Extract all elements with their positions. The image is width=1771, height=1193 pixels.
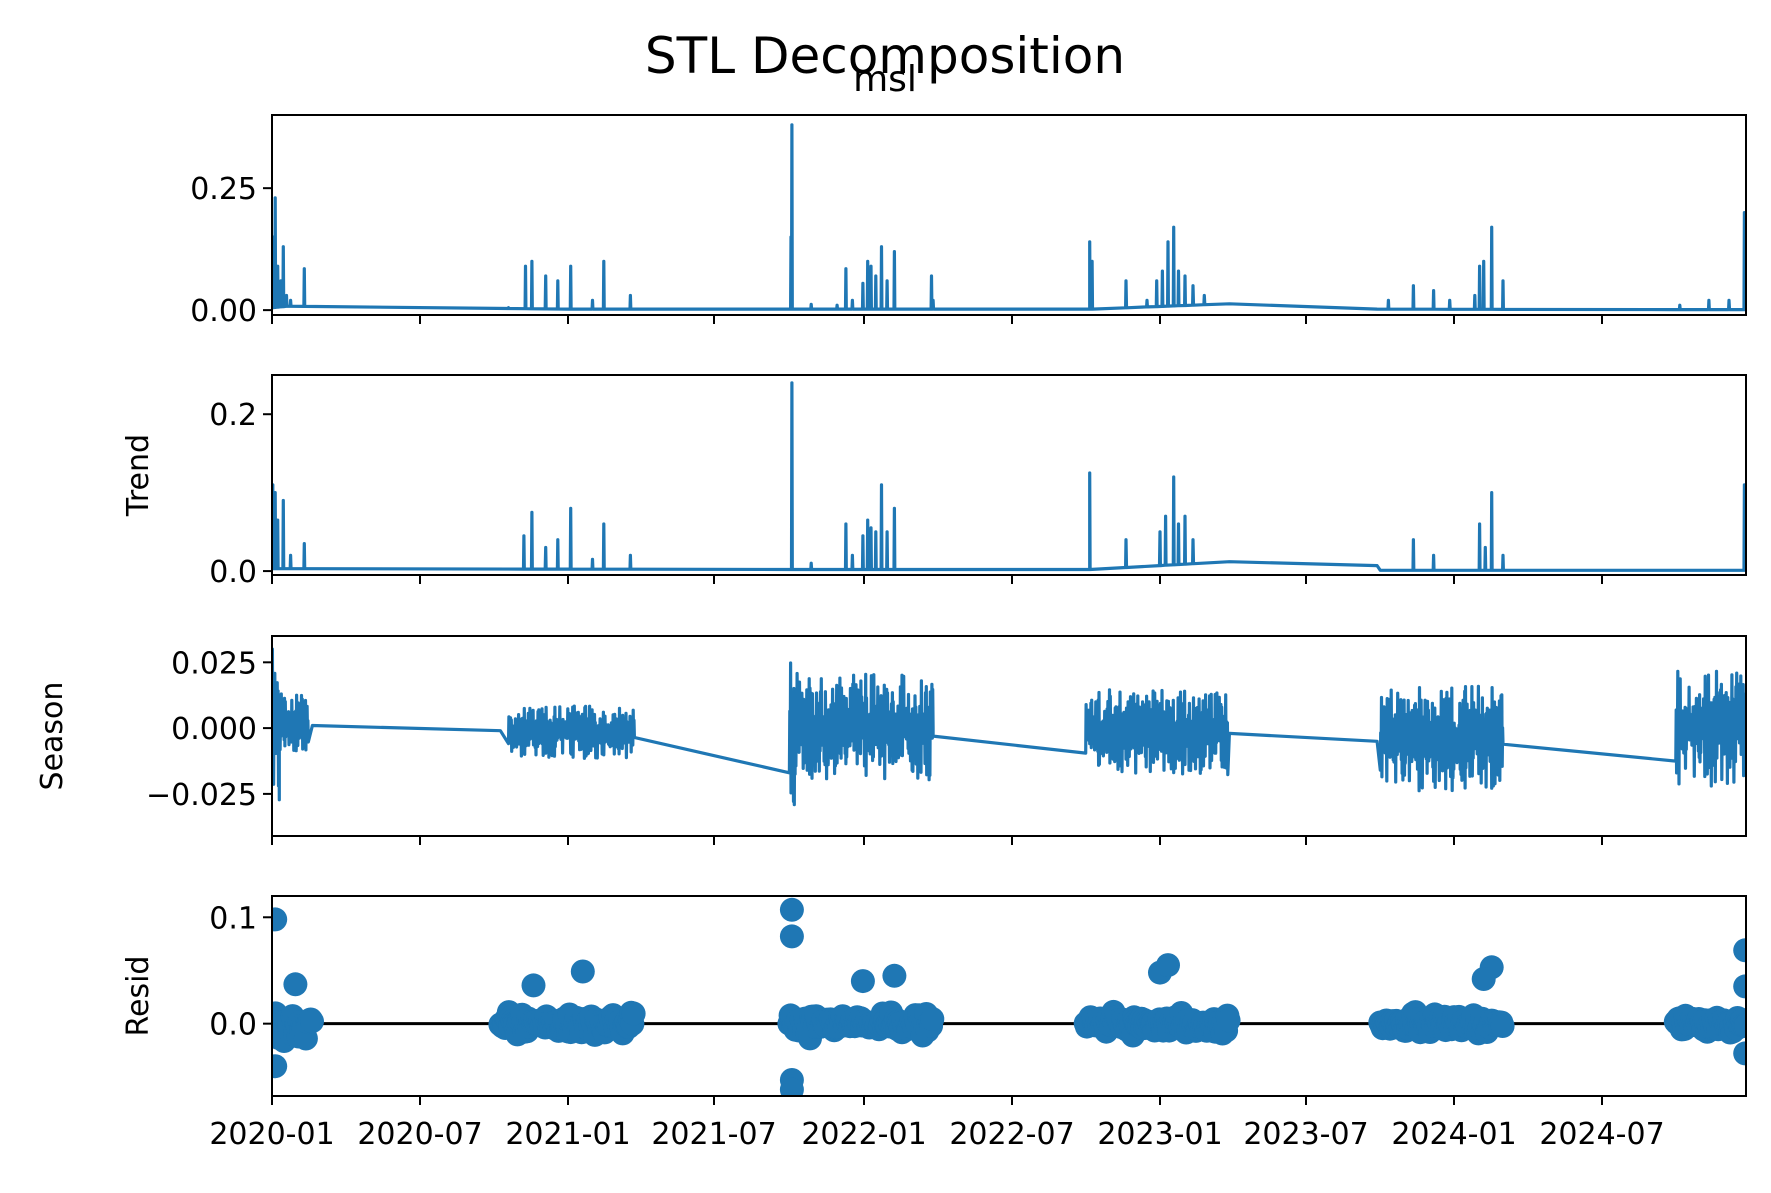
ytick-label: 0.25 — [190, 172, 257, 207]
xtick-label: 2023-07 — [1243, 1117, 1368, 1152]
panel-seasonal: −0.025 0.000 0.025 Season — [35, 635, 1747, 845]
panel-observed: 0.00 0.25 — [190, 114, 1747, 329]
ytick-label: 0.00 — [190, 294, 257, 329]
ylabel-trend: Trend — [121, 434, 156, 517]
series-line-observed — [272, 123, 1746, 312]
resid-point — [283, 972, 308, 997]
axes-frame-observed — [271, 114, 1747, 316]
figure-title: STL Decomposition — [645, 27, 1125, 85]
xtick-label: 2021-01 — [505, 1117, 630, 1152]
panels: 0.00 0.25 0.0 0.2 Trend −0.025 0.000 0.025 Seaso… — [35, 114, 1747, 1152]
plot-area-observed — [272, 123, 1746, 312]
resid-point — [1216, 1008, 1241, 1033]
resid-point — [882, 963, 907, 988]
resid-point — [521, 973, 546, 998]
ytick-label: 0.025 — [171, 646, 257, 681]
series-line-seasonal — [272, 647, 1746, 807]
xtick-label: 2022-01 — [801, 1117, 926, 1152]
resid-point — [300, 1009, 324, 1034]
resid-point — [1733, 1041, 1746, 1066]
plot-area-seasonal — [272, 647, 1746, 807]
ylabel-resid: Resid — [121, 956, 156, 1037]
xtick-label: 2024-07 — [1539, 1117, 1664, 1152]
ytick-label: 0.2 — [209, 398, 257, 433]
resid-point — [850, 969, 875, 994]
resid-point — [621, 1001, 646, 1026]
resid-point — [272, 907, 288, 932]
panel-trend: 0.0 0.2 Trend — [121, 374, 1747, 590]
xtick-label: 2020-01 — [209, 1117, 334, 1152]
resid-point — [779, 897, 804, 922]
resid-point — [1733, 938, 1746, 963]
resid-point — [272, 1054, 288, 1079]
ytick-label: 0.000 — [171, 712, 257, 747]
resid-point — [779, 924, 804, 949]
plot-area-trend — [272, 381, 1746, 572]
plot-area-resid — [272, 897, 1746, 1096]
xtick-label: 2024-01 — [1391, 1117, 1516, 1152]
ytick-label: 0.1 — [209, 901, 257, 936]
axes-frame-seasonal — [271, 635, 1747, 837]
resid-point — [1490, 1014, 1515, 1038]
resid-point — [779, 1077, 804, 1096]
resid-point — [570, 959, 595, 984]
xtick-label: 2021-07 — [651, 1117, 776, 1152]
xtick-label: 2022-07 — [949, 1117, 1074, 1152]
resid-point — [1156, 953, 1180, 978]
panel-title-observed: msl — [853, 59, 917, 100]
resid-point — [1733, 974, 1746, 999]
xtick-label: 2023-01 — [1097, 1117, 1222, 1152]
resid-point — [1734, 1013, 1746, 1038]
ylabel-seasonal: Season — [35, 682, 70, 791]
ytick-label: 0.0 — [209, 1008, 257, 1043]
axes-frame-resid — [271, 895, 1747, 1097]
axes-frame-trend — [271, 374, 1747, 576]
xtick-label: 2020-07 — [357, 1117, 482, 1152]
series-line-trend — [272, 381, 1746, 572]
panel-resid: 0.0 0.1 2020-01 2020-07 2021-01 2021-07 2022-0… — [121, 895, 1747, 1152]
ytick-label: −0.025 — [146, 778, 257, 813]
ytick-label: 0.0 — [209, 555, 257, 590]
resid-point — [920, 1007, 945, 1031]
resid-point — [1471, 967, 1496, 991]
